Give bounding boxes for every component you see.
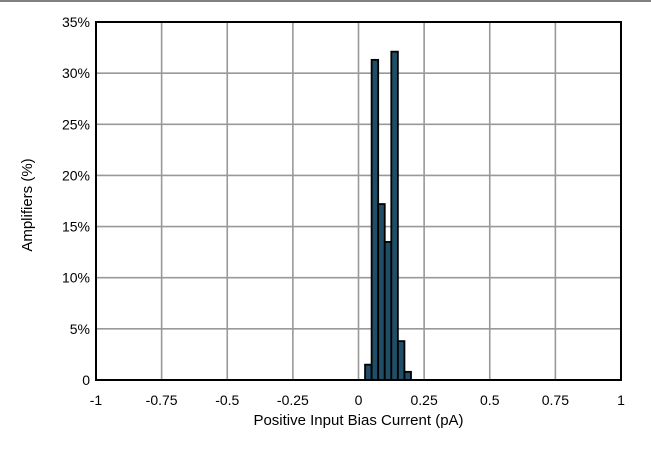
y-tick-label: 25% bbox=[62, 116, 90, 132]
x-tick-label: 0 bbox=[355, 392, 363, 408]
x-axis-tick-labels: -1 -0.75 -0.5 -0.25 0 0.25 0.5 0.75 1 bbox=[90, 392, 625, 408]
y-axis-title: Amplifiers (%) bbox=[19, 158, 36, 251]
x-tick-label: -0.5 bbox=[215, 392, 239, 408]
y-tick-label: 30% bbox=[62, 65, 90, 81]
x-tick-label: 0.5 bbox=[480, 392, 500, 408]
x-tick-label: 0.75 bbox=[542, 392, 569, 408]
plot-area-frame bbox=[95, 21, 622, 381]
histogram-bar bbox=[364, 363, 373, 381]
x-tick-label: -0.75 bbox=[146, 392, 178, 408]
y-axis-tick-labels: 0 5% 10% 15% 20% 25% 30% 35% bbox=[62, 14, 90, 388]
y-tick-label: 15% bbox=[62, 219, 90, 235]
y-tick-label: 0 bbox=[82, 372, 90, 388]
x-tick-label: 0.25 bbox=[411, 392, 438, 408]
histogram-bar bbox=[396, 340, 406, 381]
histogram-bar bbox=[390, 50, 399, 381]
y-tick-label: 20% bbox=[62, 167, 90, 183]
histogram-bars bbox=[364, 50, 412, 381]
x-tick-label: -0.25 bbox=[277, 392, 309, 408]
histogram-bar bbox=[377, 203, 386, 381]
x-tick-label: 1 bbox=[617, 392, 625, 408]
histogram-bar bbox=[383, 241, 393, 381]
histogram-bar bbox=[370, 58, 380, 381]
x-axis-title: Positive Input Bias Current (pA) bbox=[253, 412, 463, 429]
y-tick-label: 5% bbox=[70, 321, 90, 337]
x-tick-label: -1 bbox=[90, 392, 103, 408]
y-tick-label: 10% bbox=[62, 270, 90, 286]
y-tick-label: 35% bbox=[62, 14, 90, 30]
histogram-bar bbox=[403, 370, 412, 381]
grid-lines bbox=[96, 22, 621, 380]
